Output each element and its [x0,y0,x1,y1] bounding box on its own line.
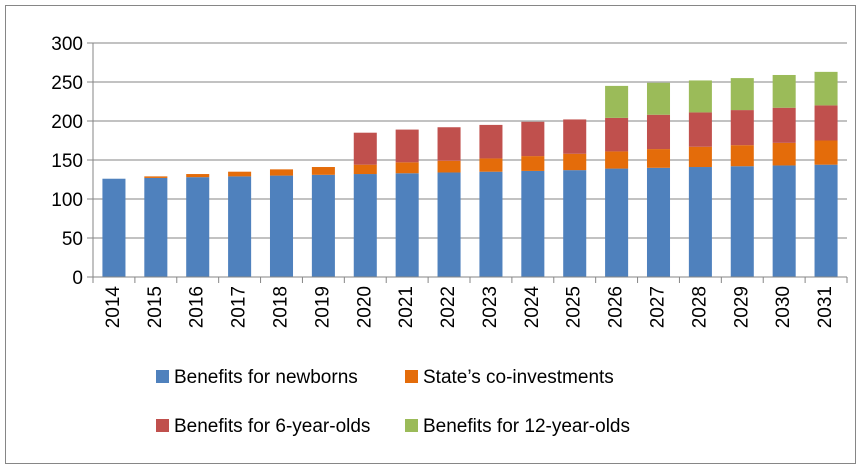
x-tick-label: 2022 [438,286,459,328]
x-tick-label: 2027 [648,286,669,328]
bar-segment [688,167,712,277]
bar-segment [730,78,754,111]
y-tick-label: 300 [51,34,83,55]
x-tick-label: 2025 [564,286,585,328]
bar-segment [563,170,587,277]
x-tick-label: 2030 [773,286,794,328]
bar-segment [563,119,587,154]
x-tick-label: 2021 [396,286,417,328]
bar-segment [814,105,838,141]
bar-segment [688,146,712,168]
axes: 0 50 100 150 200 250 300 2014 2015 2016 2017 2018 20… [51,34,848,329]
y-tick-label: 0 [72,268,83,289]
legend-swatch [405,370,418,383]
x-tick-label: 2018 [271,286,292,328]
legend-label: State’s co-investments [423,367,614,388]
y-tick-label: 100 [51,190,83,211]
bar-segment [730,110,754,146]
y-tick-label: 150 [51,151,83,172]
bar-segment [437,172,461,277]
bar-segment [563,153,587,171]
bar-segment [646,82,671,115]
x-tick-label: 2016 [187,286,208,328]
bar-segment [269,169,294,176]
bar-segment [772,142,796,166]
legend-label: Benefits for newborns [174,367,358,388]
bar-segment [772,165,796,277]
bar-segment [186,174,210,178]
y-tick-label: 250 [51,73,83,94]
bar-segment [269,175,294,277]
bar-segment [646,114,671,150]
bar-segment [102,178,126,277]
bar-segment [479,171,503,277]
x-tick-label: 2024 [522,286,543,329]
x-tick-label: 2019 [312,286,333,328]
gridlines [93,42,847,239]
bar-segment [479,158,503,172]
bar-segment [437,127,461,161]
bar-segment [353,132,377,165]
bar-segment [395,162,419,174]
legend-swatch [156,419,169,432]
legend-swatch [405,419,418,432]
bar-segment [228,176,252,277]
bars [102,71,838,277]
bar-segment [353,164,377,175]
bar-segment [186,177,210,277]
bar-segment [772,74,796,108]
bar-segment [814,140,838,165]
bar-segment [521,156,545,171]
x-tick-label: 2015 [145,286,166,328]
bar-segment [605,85,629,118]
bar-segment [646,149,671,168]
bar-segment [688,80,712,113]
x-tick-label: 2017 [229,286,250,328]
bar-segment [605,168,629,277]
bar-segment [605,117,629,152]
bar-segment [521,121,545,157]
bar-segment [437,160,461,173]
x-tick-label: 2023 [480,286,501,328]
bar-segment [730,166,754,277]
bar-segment [144,176,168,178]
bar-segment [605,151,629,169]
bar-segment [311,174,335,277]
bar-segment [814,164,838,277]
legend-label: Benefits for 12-year-olds [423,416,630,437]
y-tick-label: 50 [62,229,83,250]
bar-segment [228,171,252,177]
bar-segment [730,145,754,167]
bar-segment [395,129,419,163]
x-tick-label: 2031 [815,286,836,328]
y-tick-label: 200 [51,112,83,133]
x-tick-label: 2029 [731,286,752,328]
legend-swatch [156,370,169,383]
bar-segment [353,174,377,277]
bar-segment [479,124,503,159]
x-tick-label: 2026 [606,286,627,328]
x-tick-label: 2028 [689,286,710,328]
bar-segment [772,107,796,143]
bar-segment [688,112,712,147]
bar-segment [521,170,545,277]
bar-segment [395,173,419,277]
bar-segment [144,177,168,277]
x-tick-label: 2014 [103,286,124,329]
legend: Benefits for newborns State’s co-investme… [156,367,630,437]
bar-segment [311,167,335,175]
bar-segment [814,71,838,106]
legend-label: Benefits for 6-year-olds [174,416,370,437]
x-tick-label: 2020 [354,286,375,328]
bar-segment [646,167,671,277]
